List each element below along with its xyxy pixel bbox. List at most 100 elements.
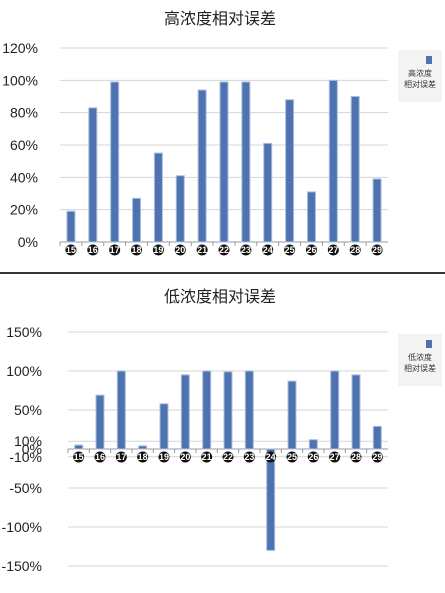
x-tick-label: 22 (223, 452, 233, 462)
y-tick-label: -50% (9, 480, 42, 496)
bar (66, 210, 76, 243)
legend: 高浓度相对误差 (398, 50, 442, 102)
bar (263, 142, 273, 243)
chart-title: 高浓度相对误差 (164, 10, 276, 28)
x-tick-badge (349, 244, 361, 256)
bar (88, 107, 98, 243)
x-tick-badge (65, 244, 77, 256)
x-tick-badge (307, 451, 319, 463)
x-tick-badge (371, 451, 383, 463)
x-tick-label: 18 (132, 245, 142, 255)
bar (285, 99, 295, 243)
x-tick-badge (158, 451, 170, 463)
x-tick-label: 20 (175, 245, 185, 255)
bar (223, 371, 233, 450)
y-tick-label: 150% (6, 324, 42, 340)
bar (219, 81, 229, 243)
legend-label: 高浓度 (408, 68, 432, 78)
x-tick-badge (73, 451, 85, 463)
bar (306, 191, 316, 243)
x-tick-label: 25 (287, 452, 297, 462)
x-tick-badge (286, 451, 298, 463)
y-tick-label: -100% (2, 519, 42, 535)
chart-low-concentration: 低浓度相对误差 -150% -100% -50% -10% 0% 10% 50% 100% 15… (0, 278, 445, 588)
x-tick-badge (284, 244, 296, 256)
x-tick-label: 24 (263, 245, 273, 255)
bar (138, 445, 148, 450)
x-tick-badge (115, 451, 127, 463)
chart-low-concentration-svg: 低浓度相对误差 -150% -100% -50% -10%0%10% 50% 100% 15… (2, 288, 442, 574)
bar (175, 175, 185, 243)
x-tick-label: 23 (244, 452, 254, 462)
bar (132, 197, 142, 243)
bar (116, 370, 126, 450)
x-tick-label: 29 (372, 245, 382, 255)
chart-high-concentration: 高浓度相对误差 0% 20% 40% 60% 80% 100% 120% 15 16 17 18 19… (0, 0, 445, 268)
x-tick-badge (174, 244, 186, 256)
bar (287, 380, 297, 450)
x-tick-badge (109, 244, 121, 256)
chart-high-concentration-svg: 高浓度相对误差 0% 20% 40% 60% 80% 100% 120% 15 16 17 18 19… (2, 10, 442, 256)
y-tick-label: 100% (6, 363, 42, 379)
x-tick-badge (137, 451, 149, 463)
bar (330, 370, 340, 450)
x-tick-label: 20 (180, 452, 190, 462)
legend-label: 相对误差 (404, 363, 436, 373)
legend-swatch (426, 340, 432, 348)
y-tick-label: 50% (14, 402, 42, 418)
x-tick-label: 25 (285, 245, 295, 255)
x-tick-badge (350, 451, 362, 463)
y-tick-label: -10% (9, 449, 42, 465)
y-tick-label: 100% (2, 72, 38, 88)
x-tick-label: 22 (219, 245, 229, 255)
bar (180, 374, 190, 450)
x-tick-label: 19 (153, 245, 163, 255)
x-tick-label: 16 (95, 452, 105, 462)
x-tick-label: 16 (88, 245, 98, 255)
legend-box (398, 50, 442, 102)
x-tick-label: 27 (330, 452, 340, 462)
x-tick-label: 26 (308, 452, 318, 462)
bar (241, 81, 251, 243)
x-tick-badge (179, 451, 191, 463)
bar (159, 403, 169, 450)
x-tick-badge (371, 244, 383, 256)
bar (153, 152, 163, 243)
panel-divider (0, 272, 445, 274)
x-tick-badge (87, 244, 99, 256)
bar (202, 370, 212, 450)
bar (372, 178, 382, 243)
x-tick-label: 17 (116, 452, 126, 462)
y-tick-label: 80% (10, 105, 38, 121)
bar (244, 370, 254, 450)
bar (110, 81, 120, 243)
plot-area: -150% -100% -50% -10%0%10% 50% 100% 150% 15 16 17… (2, 324, 388, 574)
x-tick-label: 18 (138, 452, 148, 462)
x-tick-label: 28 (351, 452, 361, 462)
x-tick-label: 29 (372, 452, 382, 462)
x-tick-label: 26 (306, 245, 316, 255)
y-tick-label: 10% (14, 433, 42, 449)
bar (197, 89, 207, 243)
x-tick-badge (327, 244, 339, 256)
x-tick-badge (243, 451, 255, 463)
bar (74, 444, 84, 450)
bar (328, 79, 338, 243)
x-tick-badge (265, 451, 277, 463)
y-tick-label: 0% (22, 441, 42, 457)
x-tick-badge (218, 244, 230, 256)
x-tick-label: 19 (159, 452, 169, 462)
x-tick-label: 21 (202, 452, 212, 462)
y-tick-label: 60% (10, 137, 38, 153)
legend-swatch (426, 56, 432, 64)
x-tick-badge (262, 244, 274, 256)
x-tick-badge (201, 451, 213, 463)
x-tick-label: 28 (350, 245, 360, 255)
y-tick-label: -150% (2, 558, 42, 574)
x-tick-badge (152, 244, 164, 256)
bar (351, 374, 361, 450)
x-tick-label: 17 (110, 245, 120, 255)
chart-title: 低浓度相对误差 (164, 288, 276, 306)
y-tick-label: 20% (10, 202, 38, 218)
bar (266, 448, 276, 551)
